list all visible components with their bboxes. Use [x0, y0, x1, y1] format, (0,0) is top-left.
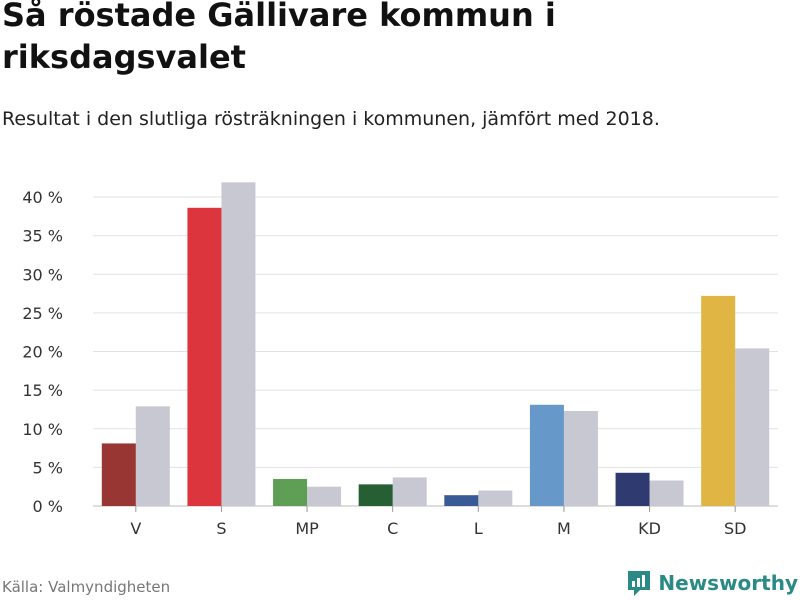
source-note: Källa: Valmyndigheten	[2, 578, 171, 596]
bar-2022-kd	[615, 472, 650, 506]
bar-2022-l	[444, 495, 479, 506]
bar-2018-mp	[307, 486, 342, 506]
bar-2022-sd	[701, 295, 736, 506]
bar-2022-v	[101, 443, 136, 506]
x-tick-label-l: L	[474, 519, 483, 538]
y-axis-ticks: 0 % 5 % 10 % 15 % 20 % 25 % 30 % 35 % 40 %	[22, 188, 63, 516]
x-tick-label-s: S	[216, 519, 226, 538]
bar-2022-m	[529, 404, 564, 506]
x-tick-label-sd: SD	[724, 519, 746, 538]
y-tick-label: 15 %	[22, 381, 63, 400]
bar-2022-c	[358, 484, 393, 506]
brand-logo[interactable]: Newsworthy	[626, 568, 798, 598]
y-tick-label: 30 %	[22, 265, 63, 284]
y-tick-label: 25 %	[22, 304, 63, 323]
brand-name: Newsworthy	[658, 571, 798, 595]
bar-2022-s	[187, 207, 222, 506]
bar-2018-v	[135, 406, 170, 506]
y-tick-label: 35 %	[22, 227, 63, 246]
bar-2018-s	[221, 182, 256, 506]
bar-2018-sd	[735, 348, 770, 506]
y-tick-label: 20 %	[22, 343, 63, 362]
x-tick-label-mp: MP	[295, 519, 319, 538]
x-tick-label-v: V	[130, 519, 141, 538]
y-tick-label: 0 %	[33, 497, 63, 516]
x-tick-label-c: C	[387, 519, 398, 538]
bar-2018-kd	[649, 480, 684, 506]
chart-title: Så röstade Gällivare kommun i riksdagsva…	[2, 0, 556, 76]
x-axis-ticks: V S MP C L M KD SD	[130, 506, 746, 538]
bar-chart: 0 % 5 % 10 % 15 % 20 % 25 % 30 % 35 % 40 % V S MP C…	[22, 182, 778, 538]
y-tick-label: 5 %	[33, 458, 63, 477]
y-tick-label: 10 %	[22, 420, 63, 439]
y-tick-label: 40 %	[22, 188, 63, 207]
x-tick-label-kd: KD	[638, 519, 661, 538]
bar-2018-c	[392, 477, 427, 506]
bars	[101, 182, 770, 506]
bar-2018-m	[563, 410, 598, 506]
chart-subtitle: Resultat i den slutliga rösträkningen i …	[2, 108, 660, 130]
x-tick-label-m: M	[557, 519, 571, 538]
bar-2018-l	[478, 490, 513, 506]
bar-2022-mp	[273, 478, 308, 506]
newsworthy-logo-icon	[628, 571, 651, 596]
